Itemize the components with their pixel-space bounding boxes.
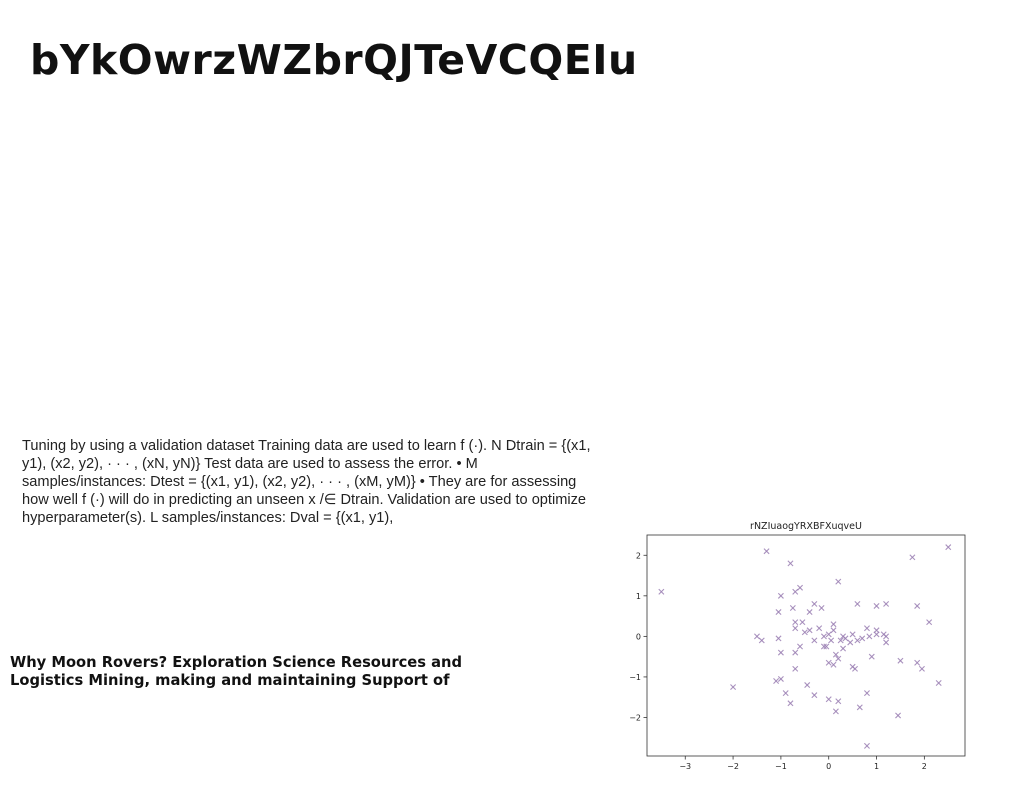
scatter-point xyxy=(837,637,844,644)
scatter-point xyxy=(777,675,784,682)
scatter-point xyxy=(804,682,811,689)
scatter-point xyxy=(811,637,818,644)
scatter-point xyxy=(658,588,665,595)
scatter-point xyxy=(840,645,847,652)
x-tick-label: 2 xyxy=(922,762,927,771)
scatter-point xyxy=(847,639,854,646)
document-title: bYkOwrzWZbrQJTeVCQEIu xyxy=(30,36,638,84)
scatter-point xyxy=(828,637,835,644)
scatter-point xyxy=(825,631,832,638)
scatter-point xyxy=(797,584,804,591)
scatter-point xyxy=(806,627,813,634)
scatter-point xyxy=(852,665,859,672)
plot-frame xyxy=(646,534,966,757)
scatter-points xyxy=(658,544,952,749)
scatter-point xyxy=(816,625,823,632)
scatter-point xyxy=(849,631,856,638)
scatter-point xyxy=(820,643,827,650)
scatter-point xyxy=(914,659,921,666)
scatter-point xyxy=(909,554,916,561)
scatter-point xyxy=(801,629,808,636)
scatter-point xyxy=(945,544,952,551)
y-axis: −2 −1 0 1 2 xyxy=(629,551,647,722)
scatter-point xyxy=(830,661,837,668)
scatter-point xyxy=(730,684,737,691)
scatter-point xyxy=(842,635,849,642)
scatter-chart: rNZIuaogYRXBFXuqveU −3 −2 −1 0 1 2 −2 −1 0 1 2 xyxy=(629,521,966,771)
scatter-point xyxy=(873,602,880,609)
scatter-point xyxy=(883,600,890,607)
scatter-point xyxy=(918,665,925,672)
y-tick-label: −1 xyxy=(629,673,641,682)
scatter-point xyxy=(832,708,839,715)
x-axis: −3 −2 −1 0 1 2 xyxy=(679,756,927,771)
scatter-point xyxy=(883,639,890,646)
scatter-point xyxy=(854,600,861,607)
x-tick-label: −3 xyxy=(679,762,691,771)
scatter-point xyxy=(854,637,861,644)
scatter-point xyxy=(863,625,870,632)
scatter-point xyxy=(792,649,799,656)
scatter-point xyxy=(866,633,873,640)
scatter-point xyxy=(789,605,796,611)
x-tick-label: −1 xyxy=(775,762,787,771)
scatter-point xyxy=(811,692,818,699)
y-tick-label: 0 xyxy=(636,632,641,641)
scatter-point xyxy=(820,633,827,640)
scatter-point xyxy=(811,600,818,607)
scatter-point xyxy=(835,578,842,585)
scatter-point xyxy=(775,635,782,642)
scatter-point xyxy=(835,698,842,705)
scatter-point xyxy=(799,619,806,626)
scatter-point xyxy=(763,548,770,555)
x-tick-label: 0 xyxy=(826,762,831,771)
scatter-point xyxy=(782,690,789,697)
scatter-point xyxy=(758,637,765,644)
scatter-point xyxy=(792,625,799,632)
scatter-point xyxy=(868,653,875,660)
scatter-point xyxy=(818,605,825,611)
scatter-point xyxy=(897,657,904,664)
scatter-point xyxy=(863,742,870,749)
scatter-point xyxy=(775,609,782,616)
scatter-point xyxy=(926,619,933,626)
scatter-point xyxy=(830,627,837,634)
body-paragraph: Tuning by using a validation dataset Tra… xyxy=(22,438,591,526)
scatter-point xyxy=(787,560,794,567)
scatter-point xyxy=(935,680,942,686)
scatter-point xyxy=(832,651,839,658)
scatter-point xyxy=(773,677,780,684)
scatter-point xyxy=(873,631,880,638)
scatter-point xyxy=(792,665,799,672)
scatter-point xyxy=(883,633,890,640)
scatter-figure: rNZIuaogYRXBFXuqveU −3 −2 −1 0 1 2 −2 −1 0 1 2 xyxy=(628,516,974,774)
scatter-point xyxy=(830,621,837,628)
y-tick-label: 2 xyxy=(636,551,641,560)
y-tick-label: 1 xyxy=(636,592,641,601)
scatter-point xyxy=(859,635,866,642)
scatter-point xyxy=(806,609,813,616)
x-tick-label: −2 xyxy=(727,762,739,771)
scatter-point xyxy=(895,712,902,719)
scatter-point xyxy=(792,588,799,595)
scatter-point xyxy=(787,700,794,707)
scatter-point xyxy=(914,602,921,609)
scatter-point xyxy=(797,643,804,650)
scatter-point xyxy=(835,655,842,662)
scatter-point xyxy=(863,690,870,697)
x-tick-label: 1 xyxy=(874,762,879,771)
scatter-point xyxy=(777,649,784,656)
chart-title: rNZIuaogYRXBFXuqveU xyxy=(750,521,862,532)
scatter-point xyxy=(825,696,832,703)
scatter-point xyxy=(777,592,784,599)
y-tick-label: −2 xyxy=(629,713,641,722)
scatter-point xyxy=(792,619,799,626)
scatter-point xyxy=(753,633,760,640)
scatter-point xyxy=(856,704,863,711)
scatter-point xyxy=(825,659,832,666)
scatter-point xyxy=(823,643,830,650)
section-subheading: Why Moon Rovers? Exploration Science Res… xyxy=(10,654,463,689)
